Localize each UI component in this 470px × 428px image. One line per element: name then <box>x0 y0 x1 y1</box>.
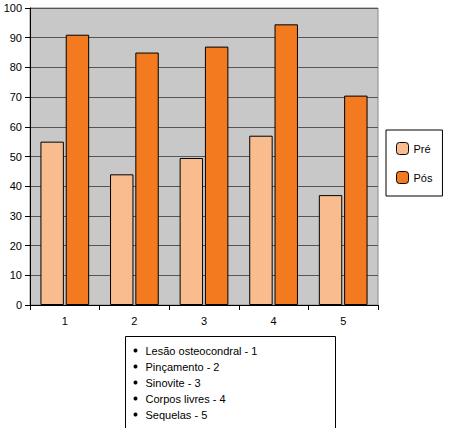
svg-text:50: 50 <box>10 151 22 163</box>
svg-text:80: 80 <box>10 61 22 73</box>
svg-text:70: 70 <box>10 91 22 103</box>
svg-text:0: 0 <box>16 299 22 311</box>
svg-text:20: 20 <box>10 240 22 252</box>
svg-text:Pós: Pós <box>414 172 433 184</box>
svg-text:Sequelas - 5: Sequelas - 5 <box>146 409 208 421</box>
svg-text:Sinovite - 3: Sinovite - 3 <box>146 377 201 389</box>
svg-text:30: 30 <box>10 210 22 222</box>
svg-text:4: 4 <box>271 315 277 327</box>
svg-text:1: 1 <box>62 315 68 327</box>
svg-text:Lesão osteocondral - 1: Lesão osteocondral - 1 <box>146 345 258 357</box>
svg-text:2: 2 <box>131 315 137 327</box>
svg-text:10: 10 <box>10 269 22 281</box>
svg-text:60: 60 <box>10 121 22 133</box>
svg-text:Pinçamento - 2: Pinçamento - 2 <box>146 361 220 373</box>
svg-text:3: 3 <box>201 315 207 327</box>
svg-text:Pré: Pré <box>414 143 431 155</box>
svg-text:90: 90 <box>10 32 22 44</box>
svg-text:40: 40 <box>10 180 22 192</box>
svg-text:5: 5 <box>340 315 346 327</box>
svg-text:Corpos livres - 4: Corpos livres - 4 <box>146 393 226 405</box>
svg-text:100: 100 <box>4 2 22 14</box>
